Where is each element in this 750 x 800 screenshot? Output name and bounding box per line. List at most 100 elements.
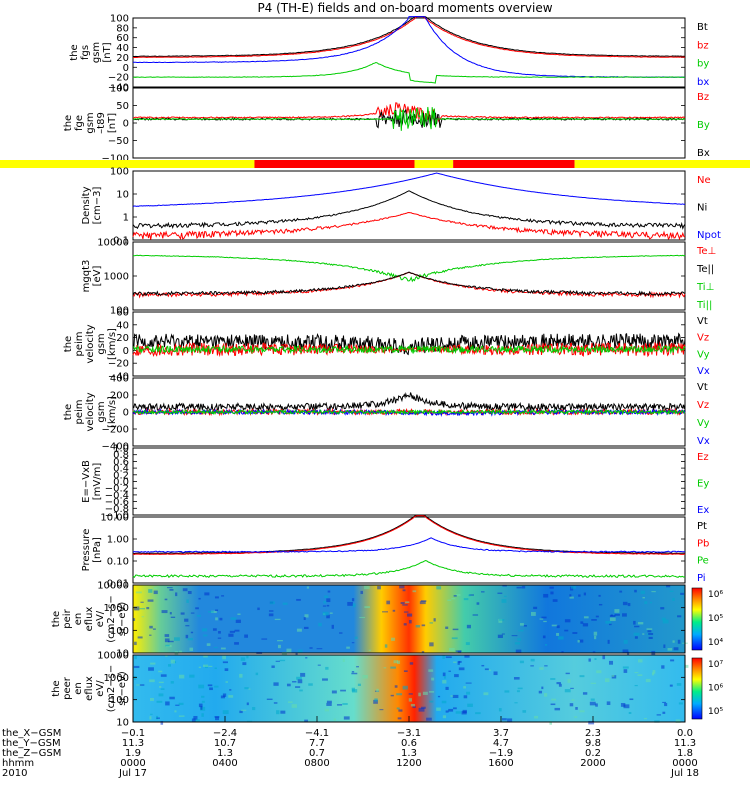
- spectrogram-pixel: [186, 599, 189, 603]
- spectrogram-pixel: [201, 700, 205, 703]
- spectrogram-pixel: [675, 719, 681, 723]
- spectrogram-pixel: [221, 595, 225, 597]
- spectrogram-pixel: [511, 635, 518, 637]
- spectrogram-pixel: [609, 617, 616, 622]
- spectrogram-pixel: [543, 593, 549, 598]
- spectrogram-pixel: [448, 647, 455, 652]
- Npot-line: [132, 172, 686, 208]
- Ti-line: [132, 254, 686, 283]
- axis-cell: 2.3: [585, 728, 601, 739]
- spectrogram-pixel: [165, 701, 170, 706]
- mode-bar-tail: [685, 160, 750, 168]
- spectrogram-pixel: [305, 657, 308, 659]
- spectrogram-pixel: [386, 600, 391, 605]
- spectrogram-pixel: [551, 624, 558, 627]
- spectrogram-pixel: [160, 721, 164, 725]
- spectrogram-pixel: [590, 698, 595, 701]
- spectrogram-pixel: [352, 603, 356, 608]
- spectrogram-pixel: [418, 692, 421, 697]
- y-tick-label: 0.4: [113, 464, 129, 475]
- spectrogram-pixel: [454, 674, 459, 678]
- spectrogram-pixel: [242, 662, 247, 666]
- spectrogram-pixel: [514, 702, 518, 704]
- spectrogram-pixel: [317, 664, 321, 666]
- chart-title: P4 (TH-E) fields and on-board moments ov…: [257, 1, 552, 15]
- axis-cell: Jul 17: [118, 768, 147, 779]
- y-tick-label: 100: [110, 306, 129, 317]
- spectrogram-pixel: [133, 665, 140, 669]
- spectrogram-pixel: [572, 632, 578, 634]
- spectrogram-pixel: [501, 633, 505, 635]
- spectrogram-pixel: [193, 715, 198, 720]
- y-tick-label: −0.2: [105, 484, 129, 495]
- axis-row-label: the_Z−GSM: [2, 748, 61, 759]
- colorbar-label: 10⁶: [708, 684, 723, 694]
- spectrogram-pixel: [255, 672, 259, 676]
- spectrogram-pixel: [235, 619, 241, 623]
- spectrogram-pixel: [402, 604, 408, 606]
- spectrogram-pixel: [672, 640, 675, 643]
- spectrogram-pixel: [179, 650, 183, 653]
- spectrogram-pixel: [200, 706, 206, 711]
- spectrogram-pixel: [306, 586, 309, 589]
- axis-cell: 0.6: [401, 738, 417, 749]
- spectrogram-pixel: [212, 628, 217, 631]
- y-tick-label: −20: [108, 359, 129, 370]
- spectrogram-pixel: [660, 607, 665, 610]
- y-tick-label: −50: [108, 136, 129, 147]
- spectrogram-pixel: [137, 636, 143, 639]
- y-tick-label: 20: [116, 333, 129, 344]
- spectrogram-pixel: [246, 702, 249, 706]
- spectrogram-pixel: [436, 586, 442, 590]
- mode-bar-segment: [574, 160, 685, 168]
- y-tick-label: −40: [108, 83, 129, 94]
- spectrogram-pixel: [398, 709, 403, 712]
- spectrogram-pixel: [677, 615, 682, 618]
- mode-bar-segment: [254, 160, 415, 168]
- legend-red: Ez: [697, 452, 709, 463]
- spectrogram-pixel: [229, 630, 236, 633]
- spectrogram-pixel: [169, 612, 172, 615]
- spectrogram-pixel: [498, 708, 502, 712]
- y-tick-label: 0: [123, 408, 129, 419]
- spectrogram-pixel: [158, 670, 163, 673]
- spectrogram-pixel: [237, 613, 241, 616]
- spectrogram-pixel: [570, 687, 574, 689]
- spectrogram-pixel: [677, 639, 681, 644]
- colorbar-label: 10⁵: [708, 707, 723, 717]
- spectrogram-pixel: [463, 598, 469, 601]
- spectrogram-pixel: [481, 664, 485, 667]
- axis-cell: 10.7: [214, 738, 236, 749]
- y-axis-label: thepeimvelocitygsm[km/s]: [63, 324, 118, 363]
- spectrogram-pixel: [343, 716, 350, 720]
- colorbar-label: 10⁶: [708, 590, 723, 600]
- spectrogram-pixel: [415, 624, 421, 628]
- legend-green: Vy: [697, 349, 710, 360]
- y-tick-label: −0.6: [105, 497, 129, 508]
- spectrogram-pixel: [383, 667, 387, 669]
- spectrogram-pixel: [634, 625, 640, 628]
- spectrogram-pixel: [164, 598, 168, 601]
- axis-cell: 1.3: [401, 748, 417, 759]
- spectrogram-pixel: [141, 616, 144, 618]
- spectrogram-pixel: [202, 664, 209, 667]
- spectrogram-pixel: [418, 707, 425, 712]
- spectrogram-pixel: [569, 594, 572, 598]
- panel-frame: [132, 311, 686, 377]
- spectrogram-pixel: [452, 628, 459, 631]
- spectrogram-pixel: [331, 624, 334, 629]
- spectrogram-pixel: [634, 684, 638, 687]
- spectrogram-pixel: [517, 687, 523, 690]
- spectrogram-pixel: [465, 682, 472, 684]
- spectrogram-pixel: [647, 630, 652, 633]
- spectrogram-pixel: [175, 704, 180, 706]
- Pb-line: [132, 515, 686, 556]
- spectrogram-pixel: [605, 678, 610, 683]
- spectrogram-pixel: [190, 612, 195, 614]
- spectrogram-pixel: [234, 642, 239, 645]
- spectrogram-pixel: [443, 676, 447, 679]
- spectrogram-pixel: [538, 690, 543, 694]
- spectrogram-pixel: [304, 614, 309, 618]
- spectrogram-pixel: [662, 701, 667, 704]
- spectrogram-pixel: [316, 648, 323, 650]
